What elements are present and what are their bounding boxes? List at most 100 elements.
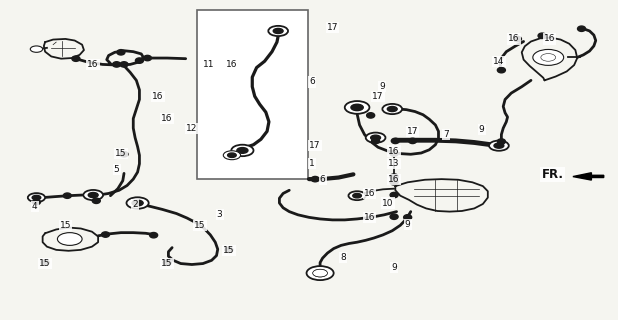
Text: 15: 15 xyxy=(161,259,173,268)
Ellipse shape xyxy=(514,36,522,42)
Ellipse shape xyxy=(390,214,398,220)
Ellipse shape xyxy=(390,192,398,198)
Circle shape xyxy=(268,26,288,36)
Text: 16: 16 xyxy=(87,60,99,69)
Text: 9: 9 xyxy=(379,82,384,91)
Text: 5: 5 xyxy=(114,165,119,174)
Circle shape xyxy=(237,148,248,153)
Text: 7: 7 xyxy=(443,130,449,139)
Ellipse shape xyxy=(538,33,546,38)
Bar xyxy=(197,10,308,179)
Ellipse shape xyxy=(163,260,171,265)
Text: 16: 16 xyxy=(226,60,238,69)
Ellipse shape xyxy=(135,58,143,63)
Text: 11: 11 xyxy=(203,60,215,69)
Circle shape xyxy=(32,196,41,200)
Text: 17: 17 xyxy=(327,23,338,32)
Circle shape xyxy=(383,104,402,114)
Text: 16: 16 xyxy=(508,35,520,44)
Circle shape xyxy=(273,28,283,34)
Text: 17: 17 xyxy=(407,127,418,136)
Text: 16: 16 xyxy=(363,213,375,222)
Text: 1: 1 xyxy=(309,159,315,168)
Circle shape xyxy=(533,50,564,65)
Text: 16: 16 xyxy=(388,175,400,184)
Circle shape xyxy=(28,193,45,202)
Text: 15: 15 xyxy=(115,149,127,158)
Ellipse shape xyxy=(92,198,100,204)
Circle shape xyxy=(366,132,386,143)
Circle shape xyxy=(227,153,236,157)
Text: 15: 15 xyxy=(40,259,51,268)
Text: 16: 16 xyxy=(363,189,375,198)
Ellipse shape xyxy=(120,62,128,67)
Ellipse shape xyxy=(404,215,412,220)
Circle shape xyxy=(351,104,363,111)
Ellipse shape xyxy=(578,26,585,31)
Ellipse shape xyxy=(143,55,151,61)
Text: 13: 13 xyxy=(388,159,400,168)
Text: 16: 16 xyxy=(544,35,555,44)
Circle shape xyxy=(127,197,149,209)
Circle shape xyxy=(345,101,370,114)
Text: 9: 9 xyxy=(479,125,485,134)
Circle shape xyxy=(57,233,82,245)
Ellipse shape xyxy=(41,260,49,265)
Ellipse shape xyxy=(72,56,80,61)
Ellipse shape xyxy=(371,138,379,144)
Circle shape xyxy=(231,145,253,156)
Text: 10: 10 xyxy=(382,198,394,207)
Ellipse shape xyxy=(120,152,128,157)
Circle shape xyxy=(313,269,328,277)
Circle shape xyxy=(349,191,366,200)
Text: 3: 3 xyxy=(217,210,222,219)
Circle shape xyxy=(88,193,98,197)
Circle shape xyxy=(223,151,240,160)
Text: 2: 2 xyxy=(132,200,138,209)
Circle shape xyxy=(353,194,362,198)
Ellipse shape xyxy=(225,247,233,252)
Circle shape xyxy=(494,143,504,148)
Text: 17: 17 xyxy=(372,92,384,101)
Text: 6: 6 xyxy=(309,77,315,86)
Text: 17: 17 xyxy=(310,141,321,150)
Text: 15: 15 xyxy=(194,221,206,230)
Circle shape xyxy=(489,140,509,151)
Ellipse shape xyxy=(101,232,109,237)
Ellipse shape xyxy=(366,113,375,118)
Circle shape xyxy=(83,190,103,200)
Ellipse shape xyxy=(408,138,417,144)
Circle shape xyxy=(541,53,556,61)
Circle shape xyxy=(132,200,143,206)
Text: 12: 12 xyxy=(186,124,198,132)
Text: 4: 4 xyxy=(32,202,38,211)
Circle shape xyxy=(30,46,43,52)
Text: 15: 15 xyxy=(60,221,71,230)
Ellipse shape xyxy=(33,199,40,205)
Ellipse shape xyxy=(112,62,121,67)
Text: 9: 9 xyxy=(391,263,397,272)
Ellipse shape xyxy=(150,233,158,238)
Ellipse shape xyxy=(497,139,506,144)
Text: 9: 9 xyxy=(405,220,410,229)
Circle shape xyxy=(371,135,381,140)
Text: FR.: FR. xyxy=(541,168,564,181)
Text: 8: 8 xyxy=(340,253,346,262)
Ellipse shape xyxy=(390,180,398,185)
Ellipse shape xyxy=(391,138,399,144)
Text: 16: 16 xyxy=(388,147,400,156)
Text: 6: 6 xyxy=(320,175,326,184)
Ellipse shape xyxy=(390,174,398,179)
Text: 14: 14 xyxy=(493,57,505,66)
Ellipse shape xyxy=(497,68,506,73)
Circle shape xyxy=(313,270,327,276)
Text: 16: 16 xyxy=(152,92,164,101)
Ellipse shape xyxy=(117,50,125,55)
Text: 15: 15 xyxy=(223,246,235,255)
Ellipse shape xyxy=(311,176,319,182)
Text: 16: 16 xyxy=(161,114,173,123)
Ellipse shape xyxy=(63,193,71,198)
Ellipse shape xyxy=(390,151,398,156)
Circle shape xyxy=(387,107,397,112)
Circle shape xyxy=(307,266,334,280)
